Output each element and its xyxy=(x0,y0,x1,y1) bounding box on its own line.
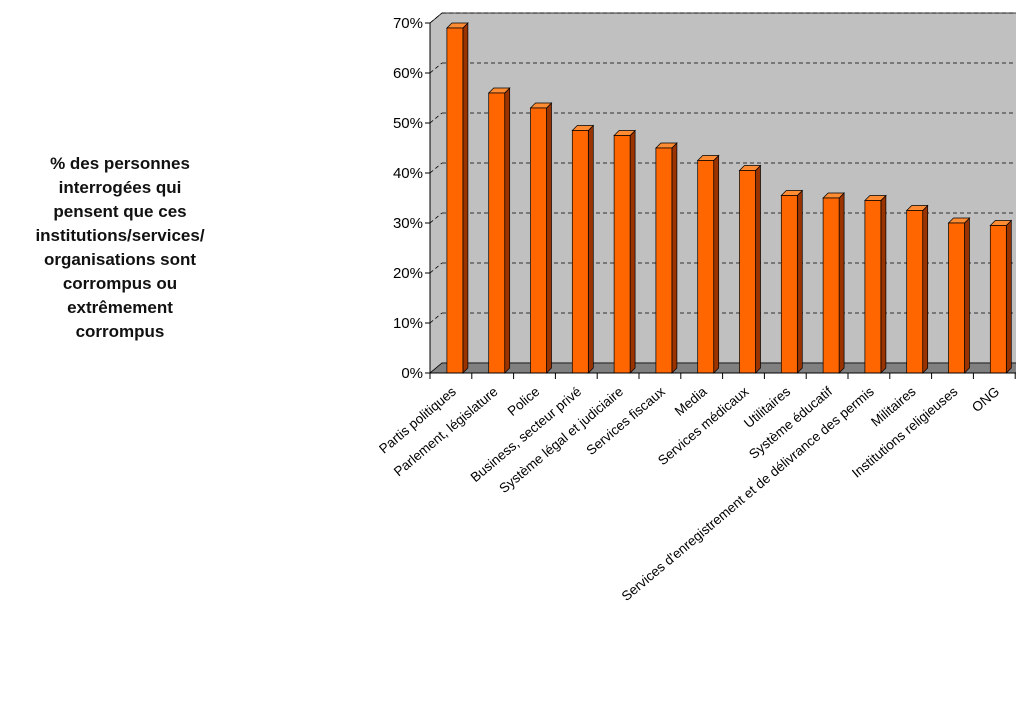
chart-title-line: corrompus xyxy=(75,322,165,341)
bar-front xyxy=(488,92,506,374)
x-tick-label: Police xyxy=(505,384,543,419)
bar-front xyxy=(864,200,882,374)
bar xyxy=(529,102,553,374)
bar-front xyxy=(989,225,1007,374)
plot-area xyxy=(428,12,1016,374)
bar-front xyxy=(906,210,924,374)
bar-front xyxy=(780,195,798,374)
bar xyxy=(822,192,845,374)
chart-title: % des personnes interrogées qui pensent … xyxy=(0,152,240,344)
bar-side xyxy=(755,164,761,374)
bar-side xyxy=(964,217,970,374)
bar xyxy=(947,217,971,374)
bar-front xyxy=(530,107,547,374)
y-tick-label: 50% xyxy=(393,115,423,132)
y-tick-label: 60% xyxy=(393,65,423,82)
x-tick-label: ONG xyxy=(969,384,1002,415)
bar-front xyxy=(739,170,756,374)
bar-front xyxy=(613,135,631,374)
bar xyxy=(696,154,720,374)
chart-title-line: % des personnes xyxy=(50,154,190,173)
bar-front xyxy=(571,130,589,374)
gridline-side xyxy=(429,162,443,174)
chart-title-line: pensent que ces xyxy=(53,202,187,221)
y-tick-label: 10% xyxy=(393,315,423,332)
chart-title-line: interrogées qui xyxy=(58,178,182,197)
bar-side xyxy=(713,154,720,374)
bar-front xyxy=(446,27,464,374)
bar-side xyxy=(587,124,594,374)
y-tick-label: 0% xyxy=(401,365,423,382)
chart-title-line: institutions/services/ xyxy=(35,226,205,245)
gridline-side xyxy=(429,62,443,74)
y-tick-label: 20% xyxy=(393,265,423,282)
y-tick-label: 70% xyxy=(393,15,423,32)
bar-front xyxy=(948,222,965,374)
bar xyxy=(738,164,762,374)
y-tick-label: 30% xyxy=(393,215,423,232)
chart-title-line: corrompus ou xyxy=(62,274,178,293)
y-tick-label: 40% xyxy=(393,165,423,182)
chart-title-line: extrêmement xyxy=(67,298,173,317)
bar-front xyxy=(655,147,673,374)
bar-side xyxy=(546,102,552,374)
chart-title-line: organisations sont xyxy=(43,250,197,269)
back-wall xyxy=(429,12,1016,374)
bar xyxy=(487,87,511,374)
bar xyxy=(655,142,678,374)
bar xyxy=(571,124,595,374)
gridline-side xyxy=(429,112,443,124)
bar-side xyxy=(671,142,678,374)
gridline-side xyxy=(429,262,443,274)
bar-side xyxy=(838,192,845,374)
bar-side xyxy=(629,129,636,374)
bar-side xyxy=(880,194,887,374)
bar-side xyxy=(1005,219,1012,374)
bar-front xyxy=(822,197,840,374)
gridline-side xyxy=(429,12,443,24)
bar-side xyxy=(462,22,469,374)
bar xyxy=(446,22,469,374)
bars xyxy=(446,22,1013,374)
bar xyxy=(613,129,636,374)
bar xyxy=(905,204,929,374)
axes xyxy=(425,22,1016,379)
bar xyxy=(864,194,887,374)
gridline-side xyxy=(429,312,443,324)
floor xyxy=(428,362,1016,374)
x-tick-label: Media xyxy=(672,383,710,418)
bar xyxy=(780,189,804,374)
x-tick-label: Services fiscaux xyxy=(583,384,668,458)
bar-front xyxy=(697,160,715,374)
gridline-side xyxy=(429,212,443,224)
bar xyxy=(989,219,1013,374)
bar-side xyxy=(796,189,803,374)
bar-side xyxy=(922,204,929,374)
bar-side xyxy=(504,87,511,374)
